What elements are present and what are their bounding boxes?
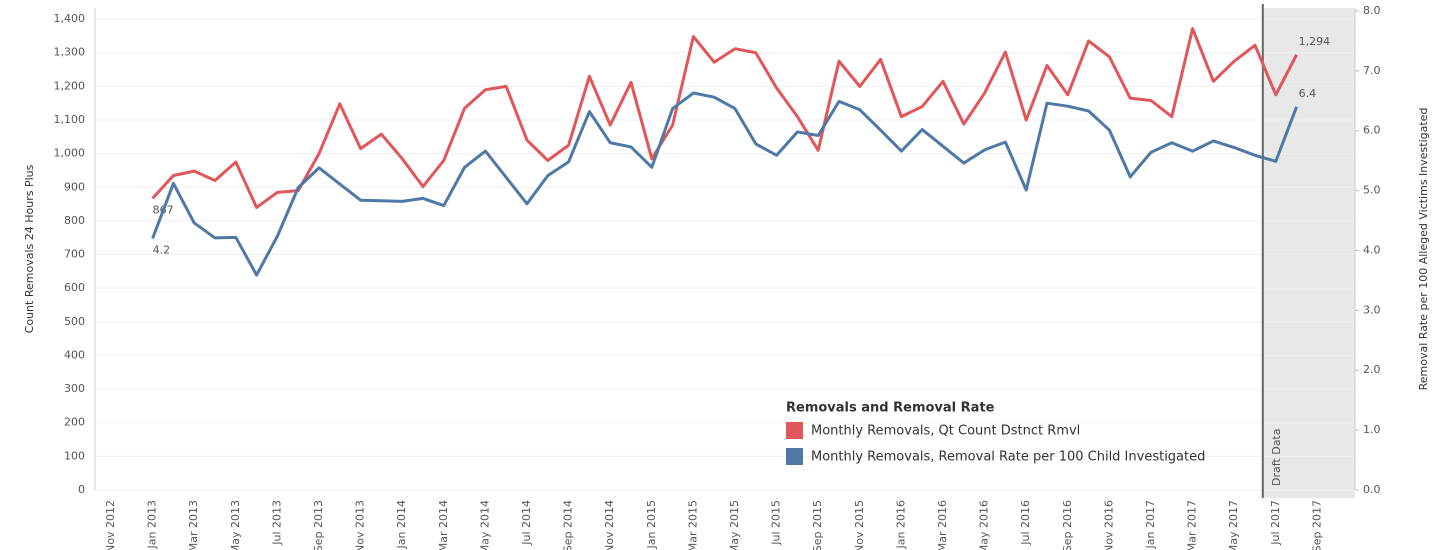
y2-tick-label: 7.0 bbox=[1363, 64, 1381, 77]
x-tick-label: May 2013 bbox=[229, 500, 242, 550]
y-tick-label: 100 bbox=[64, 449, 85, 462]
y2-tick-label: 2.0 bbox=[1363, 363, 1381, 376]
y-tick-label: 800 bbox=[64, 214, 85, 227]
x-tick-label: Nov 2014 bbox=[603, 500, 616, 550]
x-tick-label: Mar 2016 bbox=[936, 500, 949, 550]
y2-tick-label: 1.0 bbox=[1363, 423, 1381, 436]
y-tick-label: 1,000 bbox=[54, 147, 86, 160]
x-tick-label: Nov 2012 bbox=[104, 500, 117, 550]
x-tick-label: May 2017 bbox=[1227, 500, 1240, 550]
x-tick-label: Mar 2015 bbox=[686, 500, 699, 550]
x-tick-label: May 2015 bbox=[728, 500, 741, 550]
x-tick-label: Sep 2013 bbox=[312, 500, 325, 550]
y-tick-label: 300 bbox=[64, 382, 85, 395]
y-axis-title: Count Removals 24 Hours Plus bbox=[23, 164, 36, 333]
data-label: 6.4 bbox=[1299, 87, 1317, 100]
y-tick-label: 200 bbox=[64, 416, 85, 429]
x-tick-label: Jul 2015 bbox=[770, 500, 783, 546]
y2-axis-title: Removal Rate per 100 Alleged Victims Inv… bbox=[1417, 108, 1430, 391]
series-line bbox=[151, 91, 1299, 277]
legend-swatch bbox=[786, 422, 803, 439]
x-tick-label: Sep 2015 bbox=[811, 500, 824, 550]
x-tick-label: Sep 2017 bbox=[1310, 500, 1323, 550]
x-tick-label: Sep 2014 bbox=[562, 500, 575, 550]
x-tick-label: Mar 2014 bbox=[437, 500, 450, 550]
y-tick-label: 1,400 bbox=[54, 12, 86, 25]
y2-tick-label: 4.0 bbox=[1363, 243, 1381, 256]
data-label: 4.2 bbox=[153, 244, 171, 257]
y-tick-label: 0 bbox=[78, 483, 85, 496]
x-tick-label: Mar 2013 bbox=[187, 500, 200, 550]
x-tick-label: Jan 2017 bbox=[1144, 500, 1157, 549]
y-tick-label: 600 bbox=[64, 281, 85, 294]
series-line bbox=[151, 27, 1298, 209]
legend-swatch bbox=[786, 448, 803, 465]
y-tick-label: 1,200 bbox=[54, 79, 86, 92]
y2-tick-label: 5.0 bbox=[1363, 184, 1381, 197]
y2-tick-label: 0.0 bbox=[1363, 483, 1381, 496]
legend-title: Removals and Removal Rate bbox=[786, 401, 995, 416]
y-tick-label: 1,100 bbox=[54, 113, 86, 126]
y-tick-label: 400 bbox=[64, 348, 85, 361]
x-tick-label: Jul 2013 bbox=[270, 500, 283, 546]
x-tick-label: Jan 2015 bbox=[645, 500, 658, 549]
legend-text: Monthly Removals, Removal Rate per 100 C… bbox=[811, 450, 1205, 465]
x-tick-label: Jan 2016 bbox=[894, 500, 907, 549]
y-tick-label: 900 bbox=[64, 180, 85, 193]
y2-tick-label: 8.0 bbox=[1363, 4, 1381, 17]
x-tick-label: Jan 2014 bbox=[395, 500, 408, 549]
x-tick-label: May 2014 bbox=[478, 500, 491, 550]
legend-text: Monthly Removals, Qt Count Dstnct Rmvl bbox=[811, 424, 1080, 439]
x-tick-label: Nov 2015 bbox=[853, 500, 866, 550]
data-label: 1,294 bbox=[1299, 35, 1331, 48]
x-tick-label: Nov 2016 bbox=[1102, 500, 1115, 550]
x-tick-label: Nov 2013 bbox=[354, 500, 367, 550]
x-tick-label: Jul 2016 bbox=[1019, 500, 1032, 546]
y2-tick-label: 6.0 bbox=[1363, 124, 1381, 137]
y2-tick-label: 3.0 bbox=[1363, 303, 1381, 316]
draft-label: Draft Data bbox=[1270, 429, 1283, 487]
draft-region bbox=[1262, 8, 1355, 498]
x-tick-label: Sep 2016 bbox=[1061, 500, 1074, 550]
y-tick-label: 500 bbox=[64, 315, 85, 328]
y-tick-label: 1,300 bbox=[54, 46, 86, 59]
x-tick-label: Jan 2013 bbox=[146, 500, 159, 549]
x-tick-label: Jul 2017 bbox=[1269, 500, 1282, 546]
x-tick-label: May 2016 bbox=[978, 500, 991, 550]
y-tick-label: 700 bbox=[64, 248, 85, 261]
x-tick-label: Mar 2017 bbox=[1186, 500, 1199, 550]
x-tick-label: Jul 2014 bbox=[520, 500, 533, 546]
